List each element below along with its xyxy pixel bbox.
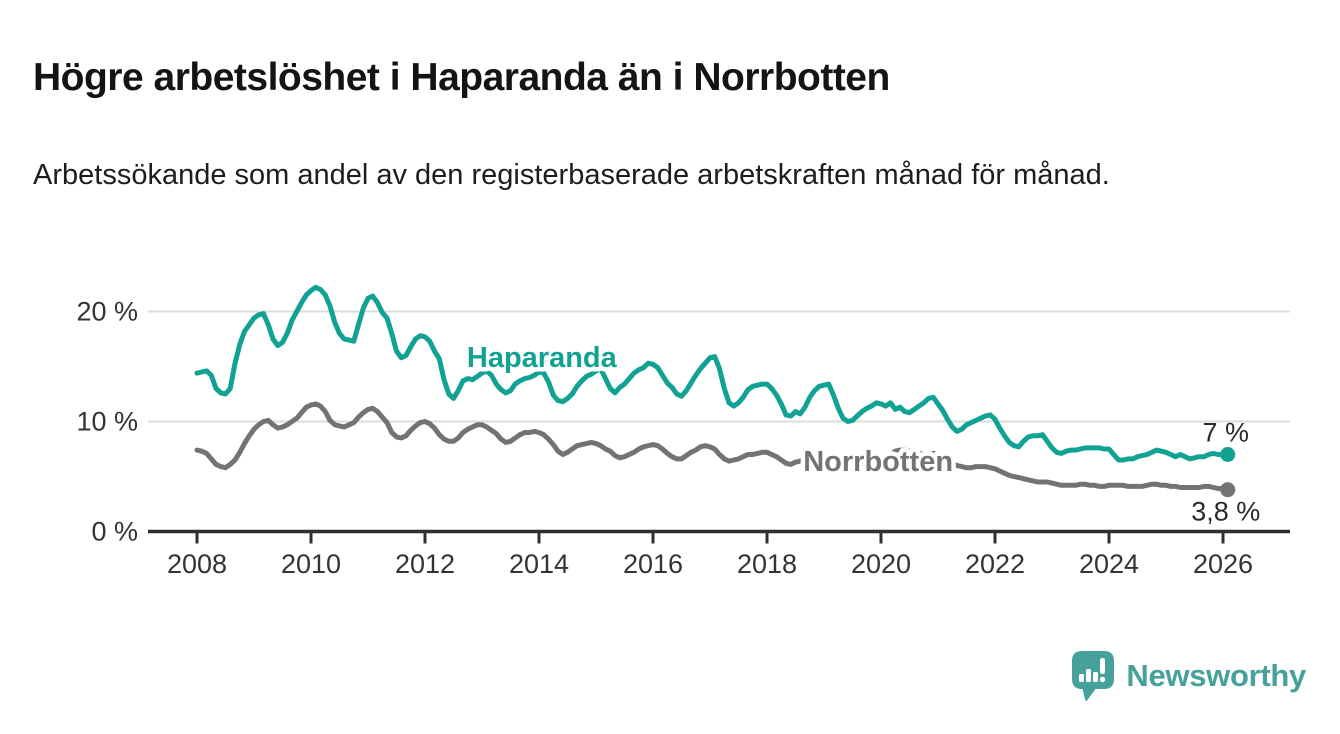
x-tick-label: 2012 — [395, 549, 455, 579]
y-tick-label: 20 % — [76, 297, 138, 327]
x-tick-label: 2026 — [1193, 549, 1253, 579]
exclamation-dot — [1100, 676, 1106, 683]
newsworthy-logo: Newsworthy — [1071, 650, 1306, 702]
norrbotten-line — [194, 401, 1231, 493]
x-tick-label: 2018 — [737, 549, 797, 579]
norrbotten-series-label: Norrbotten — [803, 446, 953, 478]
norrbotten-end-dot — [1220, 482, 1236, 498]
haparanda-end-value-label: 7 % — [1202, 418, 1249, 448]
x-tick-label: 2020 — [851, 549, 911, 579]
x-tick-label: 2014 — [509, 549, 569, 579]
y-tick-label: 10 % — [76, 407, 138, 437]
x-tick-label: 2008 — [167, 549, 227, 579]
bar-small — [1079, 674, 1085, 682]
newsworthy-bubble-icon — [1072, 651, 1115, 702]
series-layer — [194, 284, 1231, 493]
grid-layer — [148, 310, 1290, 423]
annotation-layer: Haparanda 7 % Norrbotten 3,8 % — [462, 338, 1260, 527]
haparanda-end-dot — [1220, 447, 1236, 462]
exclamation-bar — [1100, 658, 1106, 674]
axis-layer: 0 % 10 % 20 % 2008 2010 2012 2014 2016 2018 2020 2… — [76, 297, 1290, 579]
page-subtitle: Arbetssökande som andel av den registerb… — [33, 159, 1110, 191]
norrbotten-end-value-label: 3,8 % — [1191, 497, 1260, 527]
y-tick-label: 0 % — [91, 517, 138, 547]
haparanda-line — [194, 284, 1231, 463]
page-title: Högre arbetslöshet i Haparanda än i Norr… — [33, 56, 890, 100]
x-tick-label: 2024 — [1079, 549, 1139, 579]
haparanda-series-label: Haparanda — [467, 342, 618, 374]
x-tick-label: 2022 — [965, 549, 1025, 579]
bar-medium — [1086, 669, 1092, 682]
bar-tall — [1093, 672, 1099, 682]
newsworthy-logo-text: Newsworthy — [1126, 658, 1306, 693]
x-tick-label: 2010 — [281, 549, 341, 579]
x-tick-label: 2016 — [623, 549, 683, 579]
